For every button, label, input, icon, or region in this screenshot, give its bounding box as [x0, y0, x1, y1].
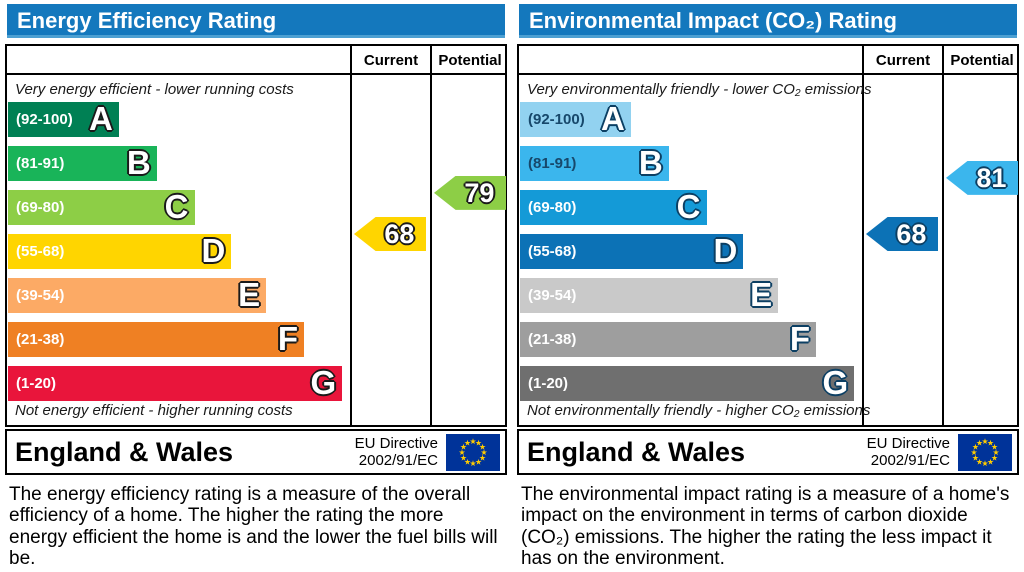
- chart-description: The environmental impact rating is a mea…: [521, 484, 1010, 569]
- energy-efficiency-panel: Energy Efficiency Rating Current Potenti…: [5, 4, 507, 569]
- eu-directive-label: EU Directive 2002/91/EC: [354, 434, 438, 469]
- bottom-caption: Not energy efficient - higher running co…: [15, 402, 293, 419]
- current-value: 68: [896, 219, 927, 249]
- band-D: (55-68) D: [520, 232, 744, 269]
- column-divider: [430, 46, 432, 425]
- band-range-label: (92-100): [528, 111, 585, 128]
- chart-title-bar: Environmental Impact (CO₂) Rating: [519, 4, 1017, 38]
- band-B: (81-91) B: [520, 144, 669, 181]
- band-letter: G: [822, 364, 849, 401]
- region-label: England & Wales: [527, 436, 746, 467]
- current-value: 68: [384, 219, 415, 249]
- band-letter: C: [676, 188, 701, 225]
- band-E: (39-54) E: [520, 276, 779, 313]
- band-range-label: (39-54): [528, 287, 577, 304]
- band-letter: D: [201, 232, 226, 269]
- chart-description: The energy efficiency rating is a measur…: [9, 484, 498, 569]
- band-range-label: (69-80): [528, 199, 577, 216]
- current-arrow: 68: [866, 217, 938, 251]
- band-C: (69-80) C: [520, 188, 707, 225]
- rating-chart: Current Potential Very energy efficient …: [5, 44, 507, 427]
- band-D: (55-68) D: [8, 232, 232, 269]
- column-divider: [350, 46, 352, 425]
- potential-column-header: Potential: [438, 52, 502, 69]
- band-letter: B: [638, 144, 663, 181]
- band-letter: F: [277, 320, 298, 357]
- footer-bar: England & Wales EU Directive 2002/91/EC: [517, 429, 1019, 475]
- band-B: (81-91) B: [8, 144, 157, 181]
- band-range-label: (55-68): [528, 243, 577, 260]
- bands: (92-100) A (81-91) B (69-80) C (55-68) D (39-54)…: [520, 100, 861, 410]
- top-caption: Very energy efficient - lower running co…: [15, 81, 294, 98]
- current-column-header: Current: [875, 52, 931, 69]
- column-divider: [862, 46, 864, 425]
- band-range-label: (1-20): [16, 375, 57, 392]
- band-range-label: (69-80): [16, 199, 65, 216]
- potential-value: 79: [464, 177, 495, 208]
- band-range-label: (21-38): [528, 331, 577, 348]
- band-range-label: (92-100): [16, 111, 73, 128]
- potential-value: 81: [976, 162, 1007, 193]
- top-caption: Very environmentally friendly - lower CO…: [527, 81, 872, 98]
- band-A: (92-100) A: [520, 100, 631, 137]
- band-letter: F: [789, 320, 810, 357]
- potential-arrow: 81: [946, 160, 1018, 195]
- chart-title: Environmental Impact (CO₂) Rating: [529, 8, 897, 33]
- band-range-label: (81-91): [528, 155, 577, 172]
- band-range-label: (1-20): [528, 375, 569, 392]
- eu-directive-label: EU Directive 2002/91/EC: [866, 434, 950, 469]
- band-letter: A: [88, 100, 113, 137]
- table-header: Current Potential: [7, 46, 505, 75]
- environmental-impact-panel: Environmental Impact (CO₂) Rating Curren…: [512, 0, 1024, 572]
- footer-bar: England & Wales EU Directive 2002/91/EC: [5, 429, 507, 475]
- band-E: (39-54) E: [8, 276, 267, 313]
- band-range-label: (81-91): [16, 155, 65, 172]
- column-divider: [942, 46, 944, 425]
- bottom-caption: Not environmentally friendly - higher CO…: [527, 402, 871, 419]
- eu-flag-icon: [958, 433, 1012, 471]
- band-letter: G: [310, 364, 337, 401]
- rating-chart: Current Potential Very environmentally f…: [517, 44, 1019, 427]
- chart-title: Energy Efficiency Rating: [17, 8, 277, 33]
- current-arrow: 68: [354, 217, 426, 251]
- table-header: Current Potential: [519, 46, 1017, 75]
- chart-title-bar: Energy Efficiency Rating: [7, 4, 505, 38]
- current-column-header: Current: [363, 52, 419, 69]
- band-range-label: (39-54): [16, 287, 65, 304]
- region-label: England & Wales: [15, 436, 234, 467]
- band-F: (21-38) F: [520, 320, 816, 357]
- band-C: (69-80) C: [8, 188, 195, 225]
- bands: (92-100) A (81-91) B (69-80) C (55-68) D (39-54)…: [8, 100, 349, 410]
- band-A: (92-100) A: [8, 100, 119, 137]
- band-letter: E: [238, 276, 261, 313]
- band-range-label: (55-68): [16, 243, 65, 260]
- band-letter: C: [164, 188, 189, 225]
- band-G: (1-20) G: [8, 364, 343, 401]
- band-letter: B: [126, 144, 151, 181]
- potential-column-header: Potential: [950, 52, 1014, 69]
- band-letter: A: [600, 100, 625, 137]
- band-F: (21-38) F: [8, 320, 304, 357]
- potential-arrow: 79: [434, 175, 506, 210]
- band-letter: E: [750, 276, 773, 313]
- band-G: (1-20) G: [520, 364, 855, 401]
- band-range-label: (21-38): [16, 331, 65, 348]
- band-letter: D: [713, 232, 738, 269]
- eu-flag-icon: [446, 433, 500, 471]
